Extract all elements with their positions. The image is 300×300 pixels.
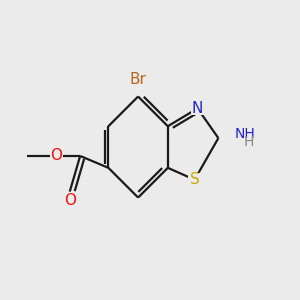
Bar: [50, 150, 63, 162]
Text: Br: Br: [130, 72, 146, 87]
Text: O: O: [50, 148, 62, 164]
Text: S: S: [190, 172, 200, 187]
Bar: [123, 73, 153, 88]
Bar: [64, 194, 76, 205]
Text: NH: NH: [235, 127, 256, 141]
Text: N: N: [192, 101, 203, 116]
Bar: [191, 102, 204, 115]
Bar: [188, 173, 201, 186]
Text: H: H: [244, 135, 254, 149]
Text: O: O: [64, 193, 76, 208]
Bar: [234, 128, 256, 148]
